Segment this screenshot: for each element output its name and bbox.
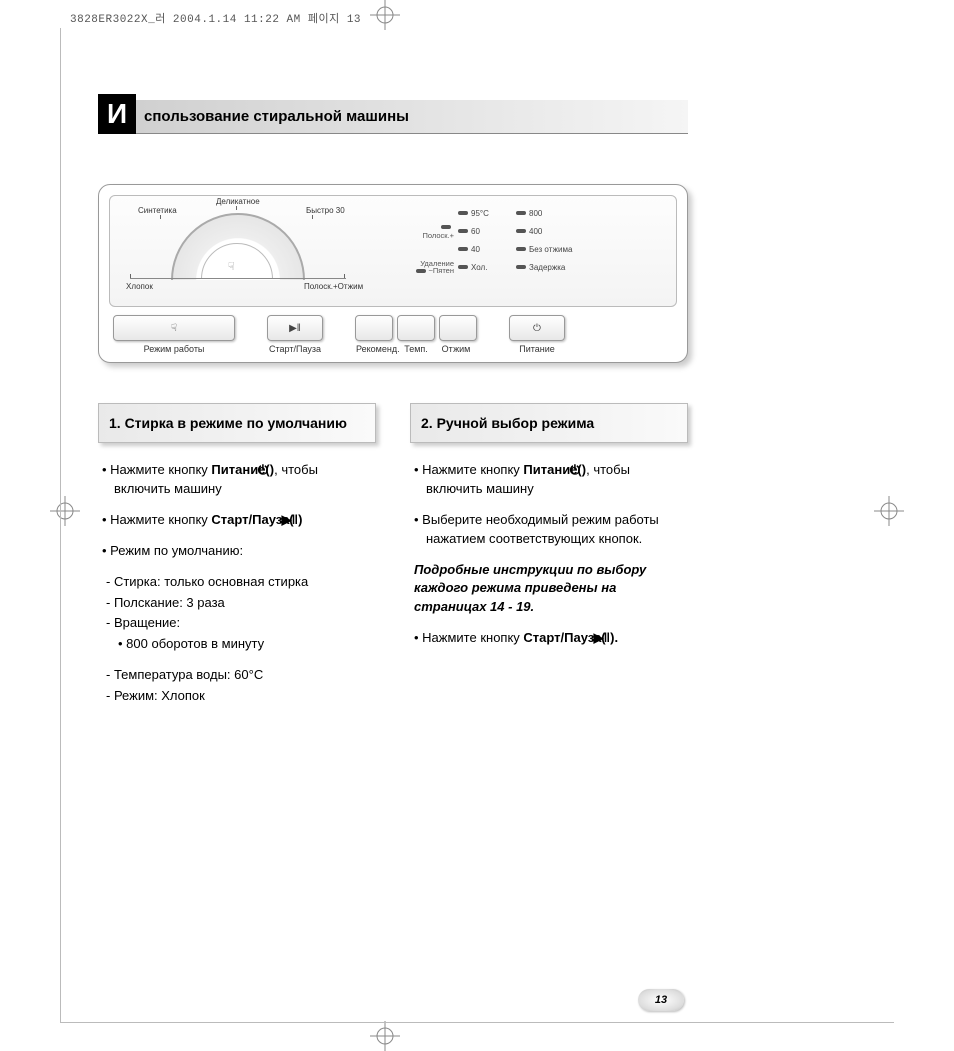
- s1-d3s: 800 оборотов в минуту: [102, 635, 376, 654]
- title-dropcap: И: [98, 94, 136, 134]
- power-label: Питание: [519, 344, 555, 354]
- s1-d4: Температура воды: 60°C: [102, 666, 376, 685]
- section1-heading: 1. Стирка в режиме по умолчанию: [98, 403, 376, 443]
- play-pause-icon: ▶‖: [289, 323, 301, 334]
- dial-label-synthetic: Синтетика: [138, 206, 177, 215]
- spin-button: [439, 315, 477, 341]
- s1-d1: Стирка: только основная стирка: [102, 573, 376, 592]
- hand-icon: ☟: [228, 260, 235, 273]
- section-manual-mode: 2. Ручной выбор режима Нажмите кнопку Пи…: [410, 403, 688, 660]
- start-pause-label: Старт/Пауза: [269, 344, 321, 354]
- print-header: 3828ER3022X_러 2004.1.14 11:22 AM 페이지 13: [70, 10, 361, 26]
- start-pause-button: ▶‖: [267, 315, 323, 341]
- recommend-label: Рекоменд.: [356, 344, 396, 354]
- s1-d3: Вращение:: [102, 614, 376, 633]
- s2-note: Подробные инструкции по выбору каждого р…: [414, 561, 688, 618]
- crop-mark-top: [370, 0, 400, 30]
- s1-d5: Режим: Хлопок: [102, 687, 376, 706]
- led-cold: Хол.: [471, 263, 487, 272]
- hand-icon: ☟: [171, 323, 177, 334]
- mode-button-label: Режим работы: [144, 344, 205, 354]
- led-nospin: Без отжима: [529, 245, 572, 254]
- s1-p3: Режим по умолчанию:: [102, 542, 376, 561]
- instruction-columns: 1. Стирка в режиме по умолчанию Нажмите …: [98, 403, 688, 718]
- spin-label: Отжим: [436, 344, 476, 354]
- page-number: 13: [638, 989, 684, 1011]
- s2-p3: Нажмите кнопку Старт/Пауза(▶‖).: [414, 629, 688, 648]
- section-default-wash: 1. Стирка в режиме по умолчанию Нажмите …: [98, 403, 376, 718]
- dial-label-delicate: Деликатное: [216, 197, 260, 206]
- mode-button: ☟: [113, 315, 235, 341]
- control-panel-figure: ☟ Синтетика Деликатное Быстро 30 Хлопок …: [98, 184, 688, 363]
- power-icon: ⏻: [533, 323, 541, 334]
- led-indicators: 95°C 800 Полоск.+ 60 400 40 Без отжима У…: [410, 204, 650, 276]
- panel-buttons-row: ☟ Режим работы ▶‖ Старт/Пауза Рекоменд. …: [109, 313, 677, 356]
- s1-d2: Полскание: 3 раза: [102, 594, 376, 613]
- led-60: 60: [471, 227, 480, 236]
- power-button: ⏻: [509, 315, 565, 341]
- s1-p2: Нажмите кнопку Старт/Пауза(▶‖): [102, 511, 376, 530]
- dial-label-quick30: Быстро 30: [306, 206, 345, 215]
- led-stain-b: ~Пятен: [429, 266, 455, 275]
- s2-p2: Выберите необходимый режим работы нажати…: [414, 511, 688, 549]
- panel-display: ☟ Синтетика Деликатное Быстро 30 Хлопок …: [109, 195, 677, 307]
- title-text: спользование стиральной машины: [136, 100, 688, 134]
- led-delay: Задержка: [529, 263, 565, 272]
- section2-heading: 2. Ручной выбор режима: [410, 403, 688, 443]
- page-content: И спользование стиральной машины ☟ Синте…: [98, 100, 688, 718]
- crop-mark-bottom: [370, 1021, 400, 1051]
- dial-label-cotton: Хлопок: [126, 282, 153, 291]
- s1-p1: Нажмите кнопку Питание(⏻), чтобы включит…: [102, 461, 376, 499]
- led-40: 40: [471, 245, 480, 254]
- led-rinse-plus: Полоск.+: [422, 231, 454, 240]
- led-95c: 95°C: [471, 209, 489, 218]
- recommend-button: [355, 315, 393, 341]
- section-title: И спользование стиральной машины: [98, 100, 688, 134]
- led-800: 800: [529, 209, 542, 218]
- program-dial: ☟ Синтетика Деликатное Быстро 30 Хлопок …: [120, 200, 350, 302]
- led-400: 400: [529, 227, 542, 236]
- s2-p1: Нажмите кнопку Питание(⏻), чтобы включит…: [414, 461, 688, 499]
- temp-label: Темп.: [396, 344, 436, 354]
- dial-label-rinse-spin: Полоск.+Отжим: [304, 282, 363, 291]
- temp-button: [397, 315, 435, 341]
